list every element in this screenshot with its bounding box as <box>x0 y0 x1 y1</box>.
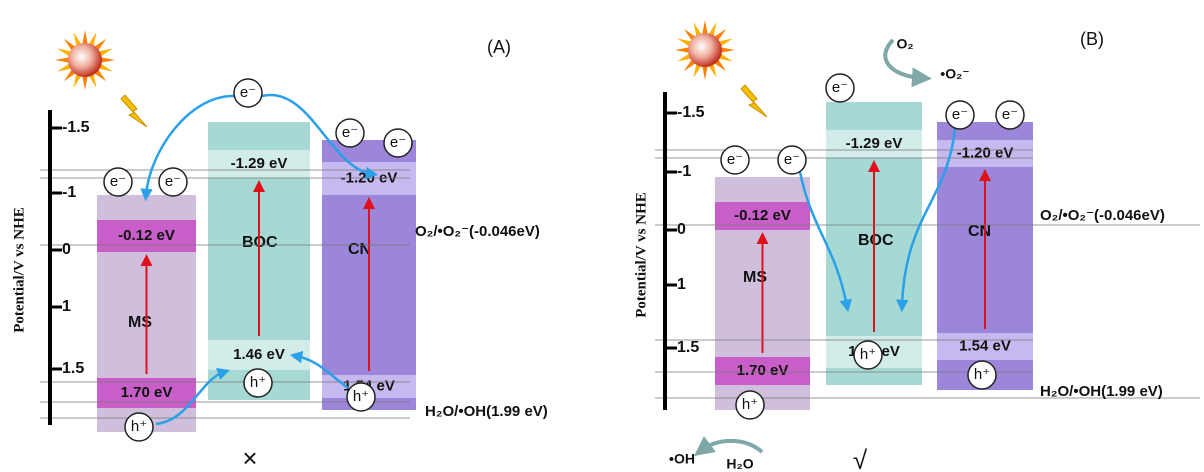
sun-ray <box>702 20 708 35</box>
sun-ray <box>720 47 735 53</box>
vb-label: 1.46 eV <box>233 346 285 363</box>
hole-label: h⁺ <box>742 396 758 413</box>
material-label: BOC <box>858 232 894 249</box>
electron-label: e⁻ <box>390 134 406 151</box>
sun-ray <box>702 65 708 80</box>
cb-label: -1.20 eV <box>957 144 1014 161</box>
redox-label: O₂/•O₂⁻(-0.046eV) <box>1040 207 1165 224</box>
sun-ray <box>82 75 88 90</box>
tick-label: 1 <box>62 298 71 315</box>
vb-label: 1.70 eV <box>737 362 789 379</box>
redox-label: H₂O/•OH(1.99 eV) <box>425 403 548 420</box>
material-label: MS <box>743 269 767 286</box>
species-label: H₂O <box>726 456 753 472</box>
tick-label: -1.5 <box>62 119 90 136</box>
verdict: √ <box>853 445 868 472</box>
tick-label: 1.5 <box>62 360 84 377</box>
cb-label: -0.12 eV <box>118 227 175 244</box>
material-label: CN <box>968 223 991 240</box>
electron-label: e⁻ <box>240 84 256 101</box>
electron-label: e⁻ <box>342 124 358 141</box>
tick-label: -1 <box>62 184 76 201</box>
sun-ray <box>55 57 70 63</box>
reaction-arrow <box>702 441 762 452</box>
hole-label: h⁺ <box>353 388 369 405</box>
species-label: •OH <box>669 451 695 467</box>
panel-label: (B) <box>1080 29 1104 49</box>
electron-label: e⁻ <box>952 106 968 123</box>
cb-label: -1.29 eV <box>846 135 903 152</box>
cb-label: -1.29 eV <box>231 155 288 172</box>
sun <box>68 43 102 77</box>
verdict: × <box>242 443 257 472</box>
tick-label: -1 <box>677 163 691 180</box>
tick-label: 1.5 <box>677 339 699 356</box>
material-label: CN <box>348 241 371 258</box>
electron-label: e⁻ <box>784 151 800 168</box>
tick-label: -1.5 <box>677 104 705 121</box>
axis-label: Potential/V vs NHE <box>11 207 27 333</box>
axis-label: Potential/V vs NHE <box>633 192 649 318</box>
tick-label: 1 <box>677 276 686 293</box>
sun <box>688 33 722 67</box>
tick-label: 0 <box>677 221 686 238</box>
cb-label: -0.12 eV <box>734 207 791 224</box>
vb-label: 1.70 eV <box>121 384 173 401</box>
sun-ray <box>82 30 88 45</box>
species-label: •O₂⁻ <box>940 66 969 82</box>
electron-label: e⁻ <box>1002 106 1018 123</box>
hole-label: h⁺ <box>860 346 876 363</box>
tick-label: 0 <box>62 241 71 258</box>
electron-label: e⁻ <box>110 173 126 190</box>
material-label: MS <box>128 314 152 331</box>
electron-label: e⁻ <box>727 151 743 168</box>
redox-label: O₂/•O₂⁻(-0.046eV) <box>415 223 540 240</box>
sun-ray <box>100 57 115 63</box>
lightning <box>741 85 767 117</box>
sun-ray <box>675 47 690 53</box>
redox-label: H₂O/•OH(1.99 eV) <box>1040 383 1163 400</box>
lightning <box>121 95 147 127</box>
hole-label: h⁺ <box>131 418 147 435</box>
hole-label: h⁺ <box>974 366 990 383</box>
electron-label: e⁻ <box>165 173 181 190</box>
electron-label: e⁻ <box>832 79 848 96</box>
panel-label: (A) <box>487 37 511 57</box>
band-diagram: -0.12 eV 1.70 eV MS -1.29 eV 1.46 eV BOC -1.20… <box>0 0 1204 472</box>
hole-label: h⁺ <box>250 374 266 391</box>
species-label: O₂ <box>896 36 913 52</box>
